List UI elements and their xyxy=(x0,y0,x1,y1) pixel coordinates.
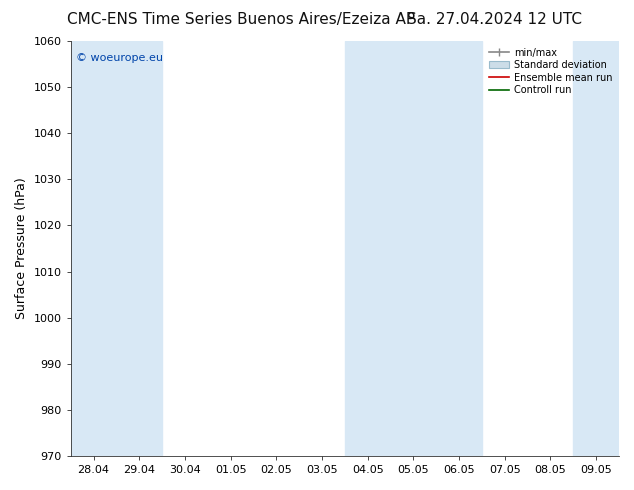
Text: Sa. 27.04.2024 12 UTC: Sa. 27.04.2024 12 UTC xyxy=(407,12,582,27)
Bar xyxy=(71,41,117,456)
Y-axis label: Surface Pressure (hPa): Surface Pressure (hPa) xyxy=(15,178,28,319)
Bar xyxy=(345,41,482,456)
Bar xyxy=(117,41,162,456)
Text: © woeurope.eu: © woeurope.eu xyxy=(76,53,163,64)
Bar xyxy=(573,41,619,456)
Legend: min/max, Standard deviation, Ensemble mean run, Controll run: min/max, Standard deviation, Ensemble me… xyxy=(488,46,614,97)
Text: CMC-ENS Time Series Buenos Aires/Ezeiza AP: CMC-ENS Time Series Buenos Aires/Ezeiza … xyxy=(67,12,415,27)
